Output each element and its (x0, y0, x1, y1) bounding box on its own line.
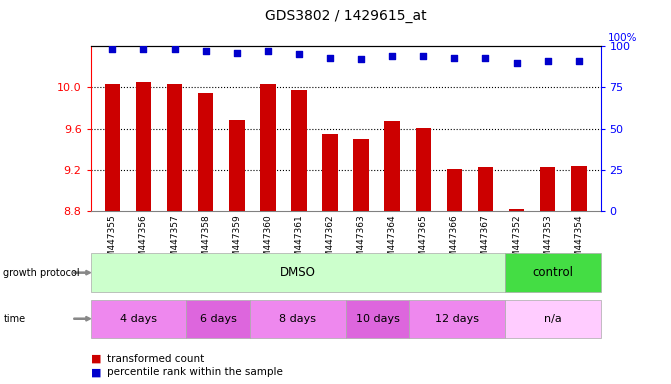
Text: 100%: 100% (607, 33, 637, 43)
Point (356, 56, 366, 62)
Text: n/a: n/a (544, 314, 562, 324)
Bar (229, 121, 244, 211)
Point (511, 60, 522, 66)
Bar (415, 127, 431, 211)
Point (542, 58, 553, 64)
Text: GDS3802 / 1429615_at: GDS3802 / 1429615_at (265, 9, 426, 23)
Text: 10 days: 10 days (356, 314, 399, 324)
Bar (260, 84, 276, 211)
Bar (136, 82, 151, 211)
Bar (198, 93, 213, 211)
Point (480, 55, 491, 61)
Text: ■: ■ (91, 354, 101, 364)
Text: transformed count: transformed count (107, 354, 205, 364)
Text: 12 days: 12 days (435, 314, 479, 324)
Text: 4 days: 4 days (120, 314, 157, 324)
Bar (322, 134, 338, 211)
Bar (571, 166, 586, 211)
Point (231, 50, 242, 56)
Text: 8 days: 8 days (279, 314, 316, 324)
Text: ■: ■ (91, 367, 101, 377)
Bar (291, 91, 307, 211)
Text: time: time (3, 314, 25, 324)
Text: DMSO: DMSO (280, 266, 315, 279)
Point (138, 46, 149, 53)
Text: growth protocol: growth protocol (3, 268, 80, 278)
Bar (540, 167, 556, 211)
Bar (105, 84, 120, 211)
Text: 6 days: 6 days (200, 314, 236, 324)
Point (325, 55, 336, 61)
Bar (478, 167, 493, 211)
Bar (509, 209, 524, 211)
Point (200, 48, 211, 54)
Point (169, 46, 180, 53)
Bar (354, 139, 369, 211)
Bar (167, 84, 183, 211)
Point (449, 55, 460, 61)
Bar (447, 169, 462, 211)
Point (262, 48, 273, 54)
Point (418, 53, 429, 59)
Text: control: control (532, 266, 573, 279)
Point (107, 46, 117, 53)
Text: percentile rank within the sample: percentile rank within the sample (107, 367, 283, 377)
Point (293, 51, 304, 58)
Bar (384, 121, 400, 211)
Point (574, 58, 584, 64)
Point (387, 53, 398, 59)
